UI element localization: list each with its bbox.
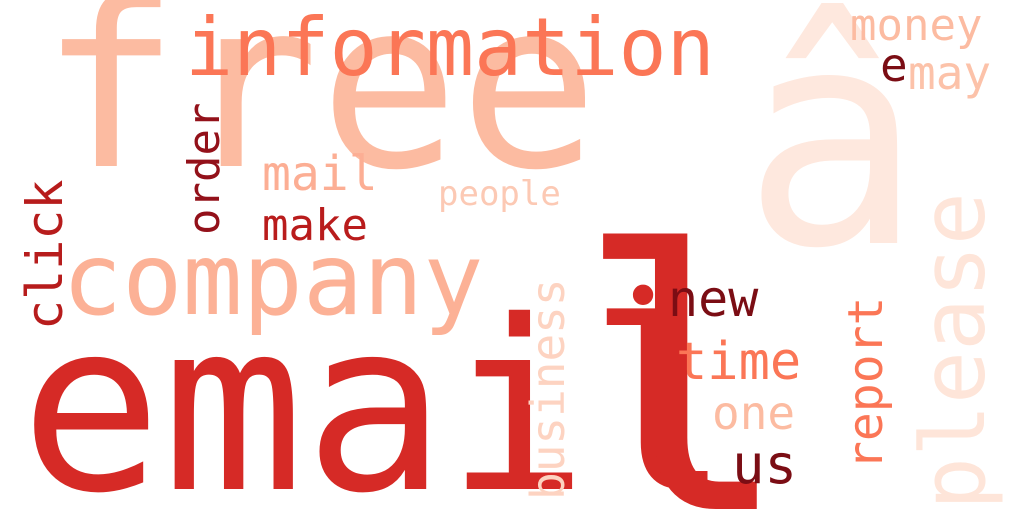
word-e: e bbox=[880, 38, 908, 92]
word-people: people bbox=[438, 174, 561, 214]
word-a-circ: â bbox=[742, 0, 923, 314]
word-dot: • bbox=[622, 256, 665, 338]
word-company: company bbox=[62, 221, 484, 338]
word-us: us bbox=[732, 433, 798, 496]
word-new: new bbox=[668, 270, 759, 328]
word-may: may bbox=[908, 46, 992, 100]
word-email: email bbox=[20, 270, 731, 519]
word-please: please bbox=[902, 192, 1005, 510]
word-free: free bbox=[40, 0, 599, 221]
word-business: business bbox=[521, 278, 575, 500]
word-order: order bbox=[179, 102, 230, 235]
word-time: time bbox=[676, 332, 802, 392]
word-information: information bbox=[185, 1, 715, 94]
word-one: one bbox=[712, 386, 796, 440]
word-report: report bbox=[838, 296, 894, 470]
word-l: l bbox=[575, 175, 792, 519]
word-mail: mail bbox=[262, 146, 378, 202]
word-make: make bbox=[262, 200, 368, 251]
word-money: money bbox=[850, 0, 983, 51]
